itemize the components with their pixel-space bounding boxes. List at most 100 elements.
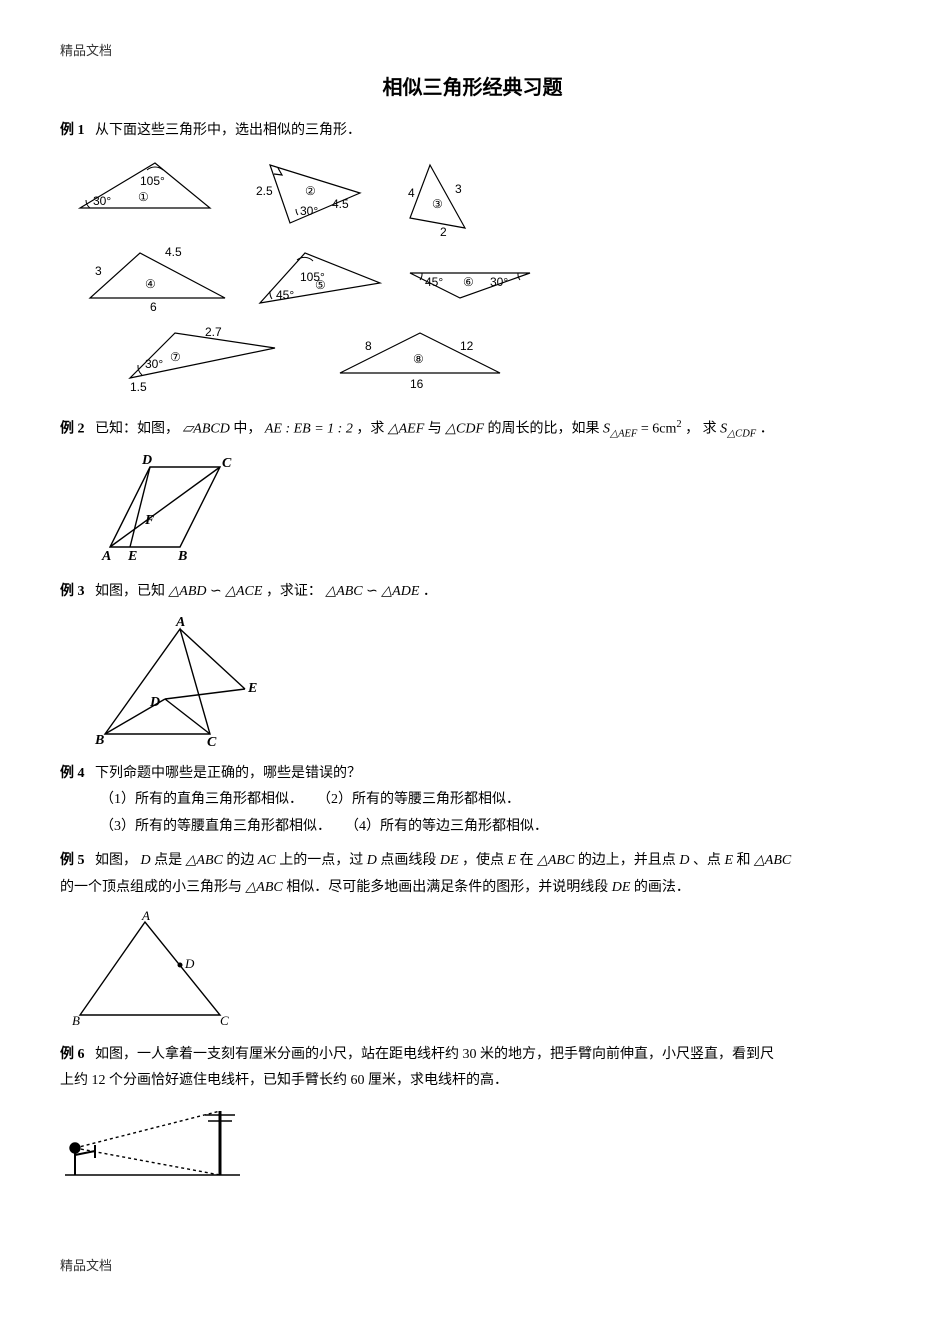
p3-end: ． bbox=[423, 584, 437, 599]
p3-t3: △ABC bbox=[325, 584, 362, 599]
p2-sym: ▱ bbox=[183, 421, 194, 436]
p3-A: A bbox=[175, 615, 185, 630]
p2-s1sub: △AEF bbox=[610, 428, 637, 439]
p2-sq: 2 bbox=[676, 419, 681, 430]
t6-a30: 30° bbox=[490, 275, 508, 289]
p3-t1: △ABD bbox=[169, 584, 207, 599]
p2-D: D bbox=[141, 453, 152, 468]
p5-d3: D bbox=[679, 853, 689, 868]
problem-5: 例 5 如图， D 点是 △ABC 的边 AC 上的一点，过 D 点画线段 DE… bbox=[60, 848, 885, 901]
p3-D: D bbox=[149, 695, 160, 710]
p5-t1b: △ABC bbox=[537, 853, 574, 868]
p2-eq: = 6cm bbox=[641, 421, 677, 436]
p3-E: E bbox=[247, 681, 257, 696]
p2-C: C bbox=[222, 456, 232, 471]
problem-3: 例 3 如图，已知 △ABD ∽ △ACE ，求证： △ABC ∽ △ADE ． bbox=[60, 579, 885, 606]
p5-t1d: △ABC bbox=[246, 880, 283, 895]
triangles-figure: 30° 105° ① 2.5 4.5 30° ② 3 4 2 ③ bbox=[60, 153, 885, 403]
t4-s3: 3 bbox=[95, 264, 102, 278]
p4-s2: （2）所有的等腰三角形都相似． bbox=[317, 792, 520, 807]
t1-a30: 30° bbox=[93, 194, 111, 208]
p3-pre: 如图，已知 bbox=[95, 584, 169, 599]
p6-12: 12 bbox=[92, 1073, 106, 1088]
p4-label: 例 4 bbox=[60, 766, 85, 781]
p5-mid9: 和 bbox=[737, 853, 755, 868]
footer-label: 精品文档 bbox=[60, 1255, 885, 1274]
t3-s2: 2 bbox=[440, 225, 447, 239]
p3-t4: △ADE bbox=[381, 584, 419, 599]
t1-a105: 105° bbox=[140, 174, 165, 188]
t1-num: ① bbox=[138, 190, 149, 204]
p2-B: B bbox=[177, 549, 187, 564]
p2-end: ． bbox=[760, 421, 774, 436]
fig-p3: A B C D E bbox=[90, 614, 885, 749]
t3-s3: 3 bbox=[455, 182, 462, 196]
p3-C: C bbox=[207, 735, 217, 749]
p5-mid1: 点是 bbox=[154, 853, 186, 868]
t8-s8: 8 bbox=[365, 339, 372, 353]
t3-num: ③ bbox=[432, 197, 443, 211]
p3-B: B bbox=[94, 733, 104, 748]
p2-ratio: AE : EB = 1 : 2 bbox=[265, 421, 353, 436]
p2-aef: △AEF bbox=[388, 421, 424, 436]
p2-label: 例 2 bbox=[60, 421, 85, 436]
t3-s4: 4 bbox=[408, 186, 415, 200]
fig-p6 bbox=[60, 1103, 885, 1183]
p3-t2: △ACE bbox=[225, 584, 262, 599]
p5-d1: D bbox=[141, 853, 151, 868]
p5-label: 例 5 bbox=[60, 853, 85, 868]
fig-p5: A B C D bbox=[70, 910, 885, 1030]
p5-mid4: 点画线段 bbox=[380, 853, 440, 868]
p2-mid2: ，求 bbox=[356, 421, 388, 436]
p6-l2a: 上约 bbox=[60, 1073, 92, 1088]
p1-text: 从下面这些三角形中，选出相似的三角形． bbox=[95, 123, 361, 138]
page-title: 相似三角形经典习题 bbox=[60, 71, 885, 100]
p5-mid2: 的边 bbox=[226, 853, 258, 868]
t7-a30: 30° bbox=[145, 357, 163, 371]
p5-mid7: 的边上，并且点 bbox=[578, 853, 680, 868]
p5-d2: D bbox=[367, 853, 377, 868]
p2-F: F bbox=[144, 513, 155, 528]
p2-cdf: △CDF bbox=[445, 421, 484, 436]
problem-2: 例 2 已知：如图， ▱ABCD 中， AE : EB = 1 : 2 ，求 △… bbox=[60, 415, 885, 444]
p1-label: 例 1 bbox=[60, 123, 85, 138]
p5-fB: B bbox=[72, 1013, 80, 1028]
p6-l1b: 米的地方，把手臂向前伸直，小尺竖直，看到尺 bbox=[480, 1047, 774, 1062]
p5-line2b: 相似．尽可能多地画出满足条件的图形，并说明线段 bbox=[286, 880, 612, 895]
p5-e2: E bbox=[724, 853, 733, 868]
t4-s45: 4.5 bbox=[165, 245, 182, 259]
p2-pre: 已知：如图， bbox=[95, 421, 179, 436]
p6-l1a: 如图，一人拿着一支刻有厘米分画的小尺，站在距电线杆约 bbox=[95, 1047, 463, 1062]
p3-sim1: ∽ bbox=[210, 584, 222, 599]
p5-mid3: 上的一点，过 bbox=[279, 853, 367, 868]
p2-mid5: ， 求 bbox=[685, 421, 720, 436]
p6-l2c: 厘米，求电线杆的高． bbox=[368, 1073, 508, 1088]
t2-s45: 4.5 bbox=[332, 197, 349, 211]
p4-s4: （4）所有的等边三角形都相似． bbox=[345, 819, 548, 834]
header-label: 精品文档 bbox=[60, 40, 885, 59]
fig-p2: A E B C D F bbox=[90, 452, 885, 567]
t8-num: ⑧ bbox=[413, 352, 424, 366]
p3-sim2: ∽ bbox=[366, 584, 378, 599]
t2-a30: 30° bbox=[300, 204, 318, 218]
p5-line2c: 的画法． bbox=[634, 880, 690, 895]
problem-1: 例 1 从下面这些三角形中，选出相似的三角形． bbox=[60, 118, 885, 145]
p5-fD: D bbox=[184, 956, 195, 971]
p6-60: 60 bbox=[351, 1073, 365, 1088]
t8-s16: 16 bbox=[410, 377, 424, 391]
p2-s1: S bbox=[603, 421, 610, 436]
p5-fA: A bbox=[141, 910, 150, 923]
p5-t1a: △ABC bbox=[186, 853, 223, 868]
t6-num: ⑥ bbox=[463, 275, 474, 289]
t7-s15: 1.5 bbox=[130, 380, 147, 394]
p5-fC: C bbox=[220, 1013, 229, 1028]
p5-t1c: △ABC bbox=[754, 853, 791, 868]
p5-e1: E bbox=[508, 853, 517, 868]
p5-line2a: 的一个顶点组成的小三角形与 bbox=[60, 880, 246, 895]
p5-de2: DE bbox=[612, 880, 631, 895]
p5-pre: 如图， bbox=[95, 853, 137, 868]
p2-E: E bbox=[127, 549, 137, 564]
t7-s27: 2.7 bbox=[205, 325, 222, 339]
p2-A: A bbox=[101, 549, 111, 564]
t5-a45: 45° bbox=[276, 288, 294, 302]
